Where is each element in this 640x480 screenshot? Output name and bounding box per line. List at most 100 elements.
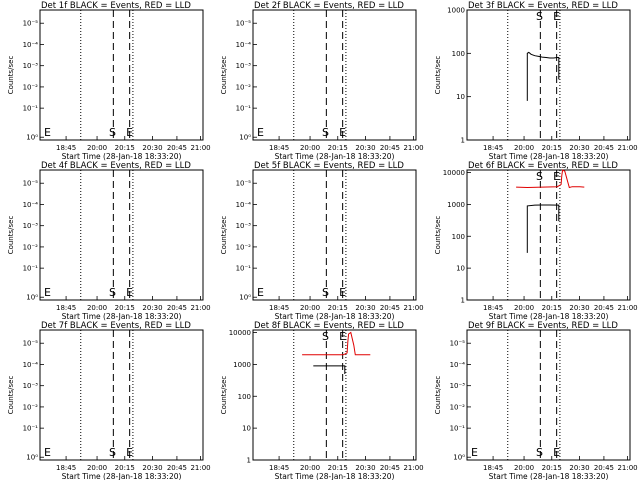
plot-frame xyxy=(252,9,417,141)
time-marker-e: E xyxy=(339,126,346,139)
y-tick-label: 10⁰ xyxy=(239,134,251,142)
time-marker-s: S xyxy=(536,10,543,23)
time-marker-s: S xyxy=(322,330,329,343)
x-tick-label: 20:45 xyxy=(167,304,187,312)
time-marker-s: S xyxy=(109,286,116,299)
y-tick-label: 10⁻⁵ xyxy=(23,180,39,188)
y-tick-label: 10⁻⁴ xyxy=(236,201,252,209)
y-tick-label: 10⁻² xyxy=(236,243,252,251)
x-tick-label: 20:00 xyxy=(300,144,320,152)
y-tick-label: 1000 xyxy=(447,201,465,209)
edge-marker-e: E xyxy=(44,446,51,459)
x-tick-label: 20:15 xyxy=(542,144,562,152)
y-tick-label: 10⁻¹ xyxy=(236,265,252,273)
y-tick-label: 10⁻² xyxy=(23,83,39,91)
panel-title: Det 5f BLACK = Events, RED = LLD xyxy=(254,161,404,171)
x-axis-label: Start Time (28-Jan-18 18:33:20) xyxy=(62,472,182,480)
x-axis-label: Start Time (28-Jan-18 18:33:20) xyxy=(489,472,609,480)
y-tick-label: 10⁻⁴ xyxy=(23,201,39,209)
time-marker-e: E xyxy=(553,446,560,459)
y-tick-label: 10⁻⁴ xyxy=(236,41,252,49)
x-tick-label: 18:45 xyxy=(269,464,289,472)
x-tick-label: 21:00 xyxy=(617,144,637,152)
y-tick-label: 100 xyxy=(238,393,251,401)
y-tick-label: 1 xyxy=(461,137,465,145)
panel-det-1: Det 1f BLACK = Events, RED = LLD Counts/s… xyxy=(7,1,211,161)
y-tick-label: 10 xyxy=(456,265,465,273)
x-tick-label: 21:00 xyxy=(617,304,637,312)
x-tick-label: 20:15 xyxy=(542,304,562,312)
y-tick-label: 1 xyxy=(247,457,251,465)
plot-frame xyxy=(466,329,631,461)
y-tick-label: 10⁻⁵ xyxy=(236,180,252,188)
x-tick-label: 18:45 xyxy=(269,144,289,152)
x-tick-label: 18:45 xyxy=(56,144,76,152)
y-tick-label: 10⁻² xyxy=(450,403,466,411)
x-tick-label: 20:15 xyxy=(542,464,562,472)
x-tick-label: 21:00 xyxy=(190,144,210,152)
y-axis-label: Counts/sec xyxy=(434,216,442,255)
time-marker-e: E xyxy=(553,10,560,23)
x-axis-label: Start Time (28-Jan-18 18:33:20) xyxy=(275,312,395,321)
y-tick-label: 10 xyxy=(242,425,251,433)
y-tick-label: 10⁻² xyxy=(23,403,39,411)
y-tick-label: 10⁻⁵ xyxy=(23,340,39,348)
panel-title: Det 6f BLACK = Events, RED = LLD xyxy=(468,161,618,171)
y-tick-label: 10⁻⁵ xyxy=(450,340,466,348)
y-tick-label: 1000 xyxy=(233,361,251,369)
x-tick-label: 21:00 xyxy=(403,304,423,312)
plot-frame xyxy=(39,329,204,461)
x-tick-label: 18:45 xyxy=(56,304,76,312)
time-marker-s: S xyxy=(322,286,329,299)
y-tick-label: 10⁻³ xyxy=(23,62,39,70)
y-axis-label: Counts/sec xyxy=(220,56,228,95)
x-tick-label: 20:15 xyxy=(115,464,135,472)
y-axis-label: Counts/sec xyxy=(434,376,442,415)
x-axis-label: Start Time (28-Jan-18 18:33:20) xyxy=(62,312,182,321)
y-tick-label: 10⁰ xyxy=(239,294,251,302)
x-tick-label: 20:45 xyxy=(380,304,400,312)
y-tick-label: 10⁻¹ xyxy=(23,425,39,433)
x-tick-label: 20:45 xyxy=(594,144,614,152)
x-tick-label: 20:15 xyxy=(328,304,348,312)
panel-det-8: Det 8f BLACK = Events, RED = LLD Counts/s… xyxy=(220,321,424,480)
x-tick-label: 20:15 xyxy=(115,304,135,312)
panel-title: Det 4f BLACK = Events, RED = LLD xyxy=(41,161,191,171)
x-tick-label: 20:45 xyxy=(594,304,614,312)
x-tick-label: 18:45 xyxy=(483,304,503,312)
x-tick-label: 20:00 xyxy=(87,464,107,472)
x-axis-label: Start Time (28-Jan-18 18:33:20) xyxy=(62,152,182,161)
y-tick-label: 10⁻⁵ xyxy=(236,20,252,28)
y-tick-label: 10⁻¹ xyxy=(23,265,39,273)
plot-frame xyxy=(39,9,204,141)
y-tick-label: 10⁻⁵ xyxy=(23,20,39,28)
x-axis-label: Start Time (28-Jan-18 18:33:20) xyxy=(275,152,395,161)
time-marker-s: S xyxy=(536,446,543,459)
y-axis-label: Counts/sec xyxy=(7,376,15,415)
time-marker-e: E xyxy=(126,286,133,299)
events-series xyxy=(526,51,560,101)
y-tick-label: 10000 xyxy=(443,169,465,177)
panel-title: Det 3f BLACK = Events, RED = LLD xyxy=(468,1,618,11)
y-axis-label: Counts/sec xyxy=(434,56,442,95)
time-marker-e: E xyxy=(553,170,560,183)
y-tick-label: 10⁰ xyxy=(26,294,38,302)
edge-marker-e: E xyxy=(44,286,51,299)
panel-det-9: Det 9f BLACK = Events, RED = LLD Counts/s… xyxy=(434,321,638,480)
y-tick-label: 10⁻⁴ xyxy=(23,41,39,49)
x-tick-label: 18:45 xyxy=(483,464,503,472)
x-tick-label: 20:15 xyxy=(115,144,135,152)
x-tick-label: 20:30 xyxy=(142,304,162,312)
panel-det-6: Det 6f BLACK = Events, RED = LLD Counts/s… xyxy=(434,161,638,321)
y-axis-label: Counts/sec xyxy=(7,216,15,255)
plot-frame xyxy=(252,169,417,301)
y-tick-label: 10⁻¹ xyxy=(23,105,39,113)
time-marker-e: E xyxy=(126,126,133,139)
time-marker-e: E xyxy=(339,286,346,299)
x-tick-label: 20:00 xyxy=(300,464,320,472)
y-tick-label: 10⁻³ xyxy=(450,382,466,390)
lld-series xyxy=(302,331,371,356)
lld-series xyxy=(516,169,585,189)
x-tick-label: 20:30 xyxy=(569,304,589,312)
